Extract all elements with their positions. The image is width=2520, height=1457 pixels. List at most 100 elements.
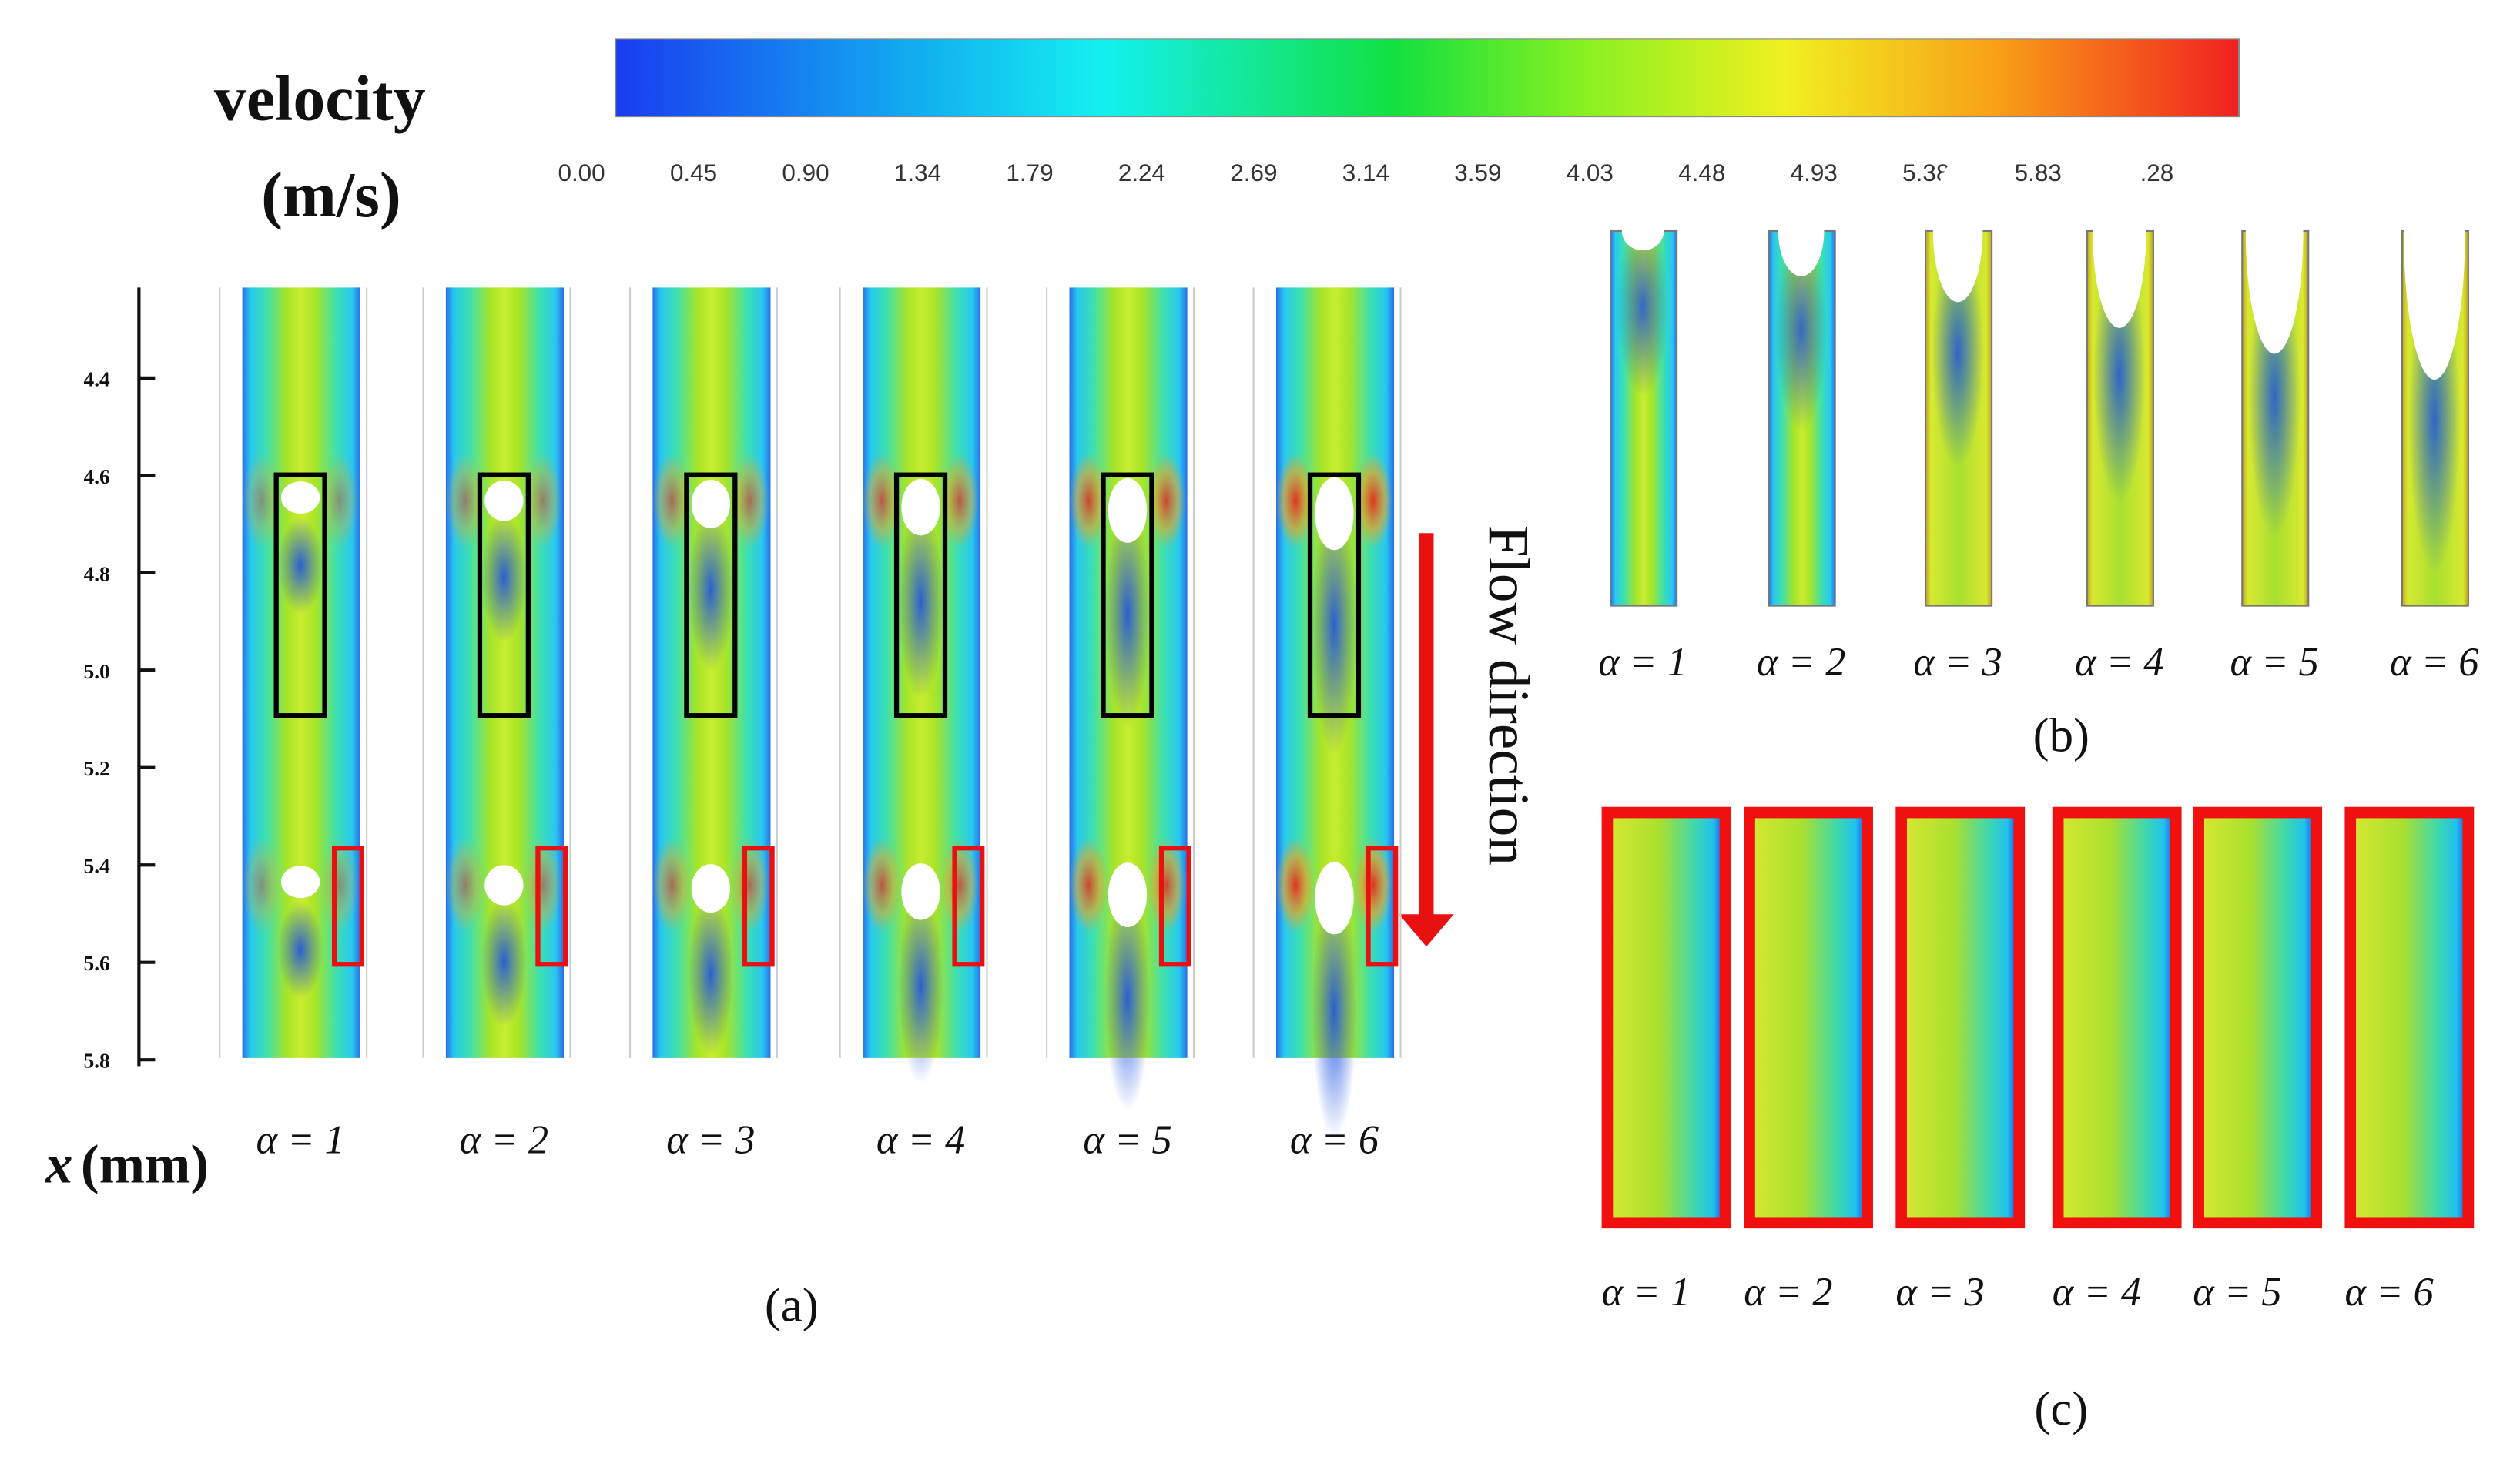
black-box (1101, 472, 1154, 718)
zoom-wall (1895, 806, 2026, 1229)
alpha-label: α = 1 (1598, 640, 1687, 685)
wake (898, 504, 943, 699)
colorbar-tick-label: 5.83 (2015, 159, 2062, 186)
zoom-wall (2052, 806, 2182, 1229)
hot-zone (1353, 836, 1392, 934)
legend-title: velocity (214, 62, 426, 134)
y-tick-label: 5.0 (84, 660, 110, 683)
bubble (1315, 862, 1354, 935)
alpha-label: α = 6 (2344, 1270, 2433, 1315)
red-box (332, 846, 364, 967)
y-tick-label: 5.8 (84, 1050, 110, 1073)
alpha-label: α = 3 (1913, 640, 2002, 685)
bubble (484, 865, 524, 906)
hot-zone (1275, 836, 1315, 934)
bubble (901, 478, 940, 536)
axis-label-unit: (mm) (81, 1134, 209, 1194)
colorbar-tick-label: 0.00 (558, 159, 605, 186)
wake (1775, 227, 1828, 432)
hot-zone (940, 836, 980, 934)
hot-zone (1353, 452, 1392, 550)
colorbar-tick-label: 1.79 (1006, 159, 1053, 186)
black-box (684, 472, 738, 718)
alpha-label: α = 2 (1757, 640, 1845, 685)
alpha-label: α = 1 (1602, 1270, 1691, 1315)
wake (481, 512, 527, 642)
alpha-label: α = 6 (2390, 640, 2478, 685)
y-tick-label: 5.2 (84, 757, 110, 780)
bubble (1108, 477, 1148, 543)
wake (1312, 881, 1357, 1140)
wake (1104, 501, 1151, 727)
hot-zone (523, 452, 562, 550)
wake (688, 508, 734, 671)
red-box (535, 846, 568, 967)
flow-arrow-head (1399, 914, 1454, 947)
caption-a: (a) (765, 1278, 819, 1332)
hot-zone (730, 836, 769, 934)
colorbar-tick-label: 2.69 (1230, 159, 1277, 186)
bubble (691, 479, 731, 528)
colorbar-tick-label: 0.90 (782, 159, 829, 186)
red-box (952, 846, 985, 967)
colorbar-tick-label: 1.34 (894, 159, 941, 186)
colorbar-tick-label: 4.03 (1567, 159, 1614, 186)
black-box (1307, 472, 1362, 718)
hot-zone (445, 836, 485, 934)
colorbar-tick-label: 0.45 (670, 159, 717, 186)
hot-zone (1147, 836, 1186, 934)
bubble (1932, 159, 1983, 303)
hot-zone (1069, 452, 1108, 550)
alpha-label: α = 6 (1290, 1118, 1379, 1163)
wake (898, 889, 943, 1084)
wake (277, 901, 323, 999)
hot-zone (730, 452, 769, 550)
colorbar (615, 38, 2240, 118)
bubble (901, 863, 940, 920)
colorbar-tick-label: 4.48 (1678, 159, 1725, 186)
bubble (280, 481, 320, 514)
zoom-wall (1744, 806, 1873, 1229)
colorbar-tick-label: 3.59 (1454, 159, 1501, 186)
hot-zone (242, 452, 281, 550)
colorbar-tick-label: 3.14 (1342, 159, 1389, 186)
alpha-label: α = 3 (666, 1118, 755, 1163)
bubble (2403, 82, 2465, 380)
hot-zone (863, 452, 902, 550)
hot-zone (652, 836, 692, 934)
wake (1104, 885, 1151, 1112)
flow-annotation: Flow direction (1476, 525, 1540, 866)
hot-zone (445, 452, 485, 550)
hot-zone (320, 836, 359, 934)
bubble (1778, 186, 1825, 276)
y-tick-label: 5.6 (84, 952, 110, 975)
y-tick-label: 5.4 (84, 855, 110, 878)
wake (481, 897, 527, 1027)
black-box (893, 472, 948, 718)
hot-zone (1069, 836, 1108, 934)
y-tick-label: 4.8 (84, 562, 110, 585)
hot-zone (242, 836, 281, 934)
bubble (2093, 134, 2146, 328)
legend-unit: (m/s) (261, 159, 401, 231)
hot-zone (863, 836, 902, 934)
caption-c: (c) (2034, 1382, 2088, 1435)
colorbar-tick-label: 4.93 (1791, 159, 1838, 186)
alpha-label: α = 5 (1083, 1118, 1171, 1163)
red-box (1158, 846, 1191, 967)
axis-label-var: x (45, 1134, 73, 1194)
colorbar-tick-label: 2.24 (1118, 159, 1165, 186)
wake (1932, 237, 1984, 467)
zoom-wall (2193, 806, 2323, 1229)
y-tick-label: 4.6 (84, 465, 110, 488)
alpha-label: α = 4 (876, 1118, 965, 1163)
bubble (691, 864, 731, 913)
bubble (484, 481, 524, 521)
alpha-label: α = 1 (256, 1118, 344, 1163)
hot-zone (523, 836, 562, 934)
hot-zone (1275, 452, 1315, 550)
black-box (477, 472, 531, 718)
wake (277, 517, 323, 615)
bubble (1621, 211, 1664, 251)
